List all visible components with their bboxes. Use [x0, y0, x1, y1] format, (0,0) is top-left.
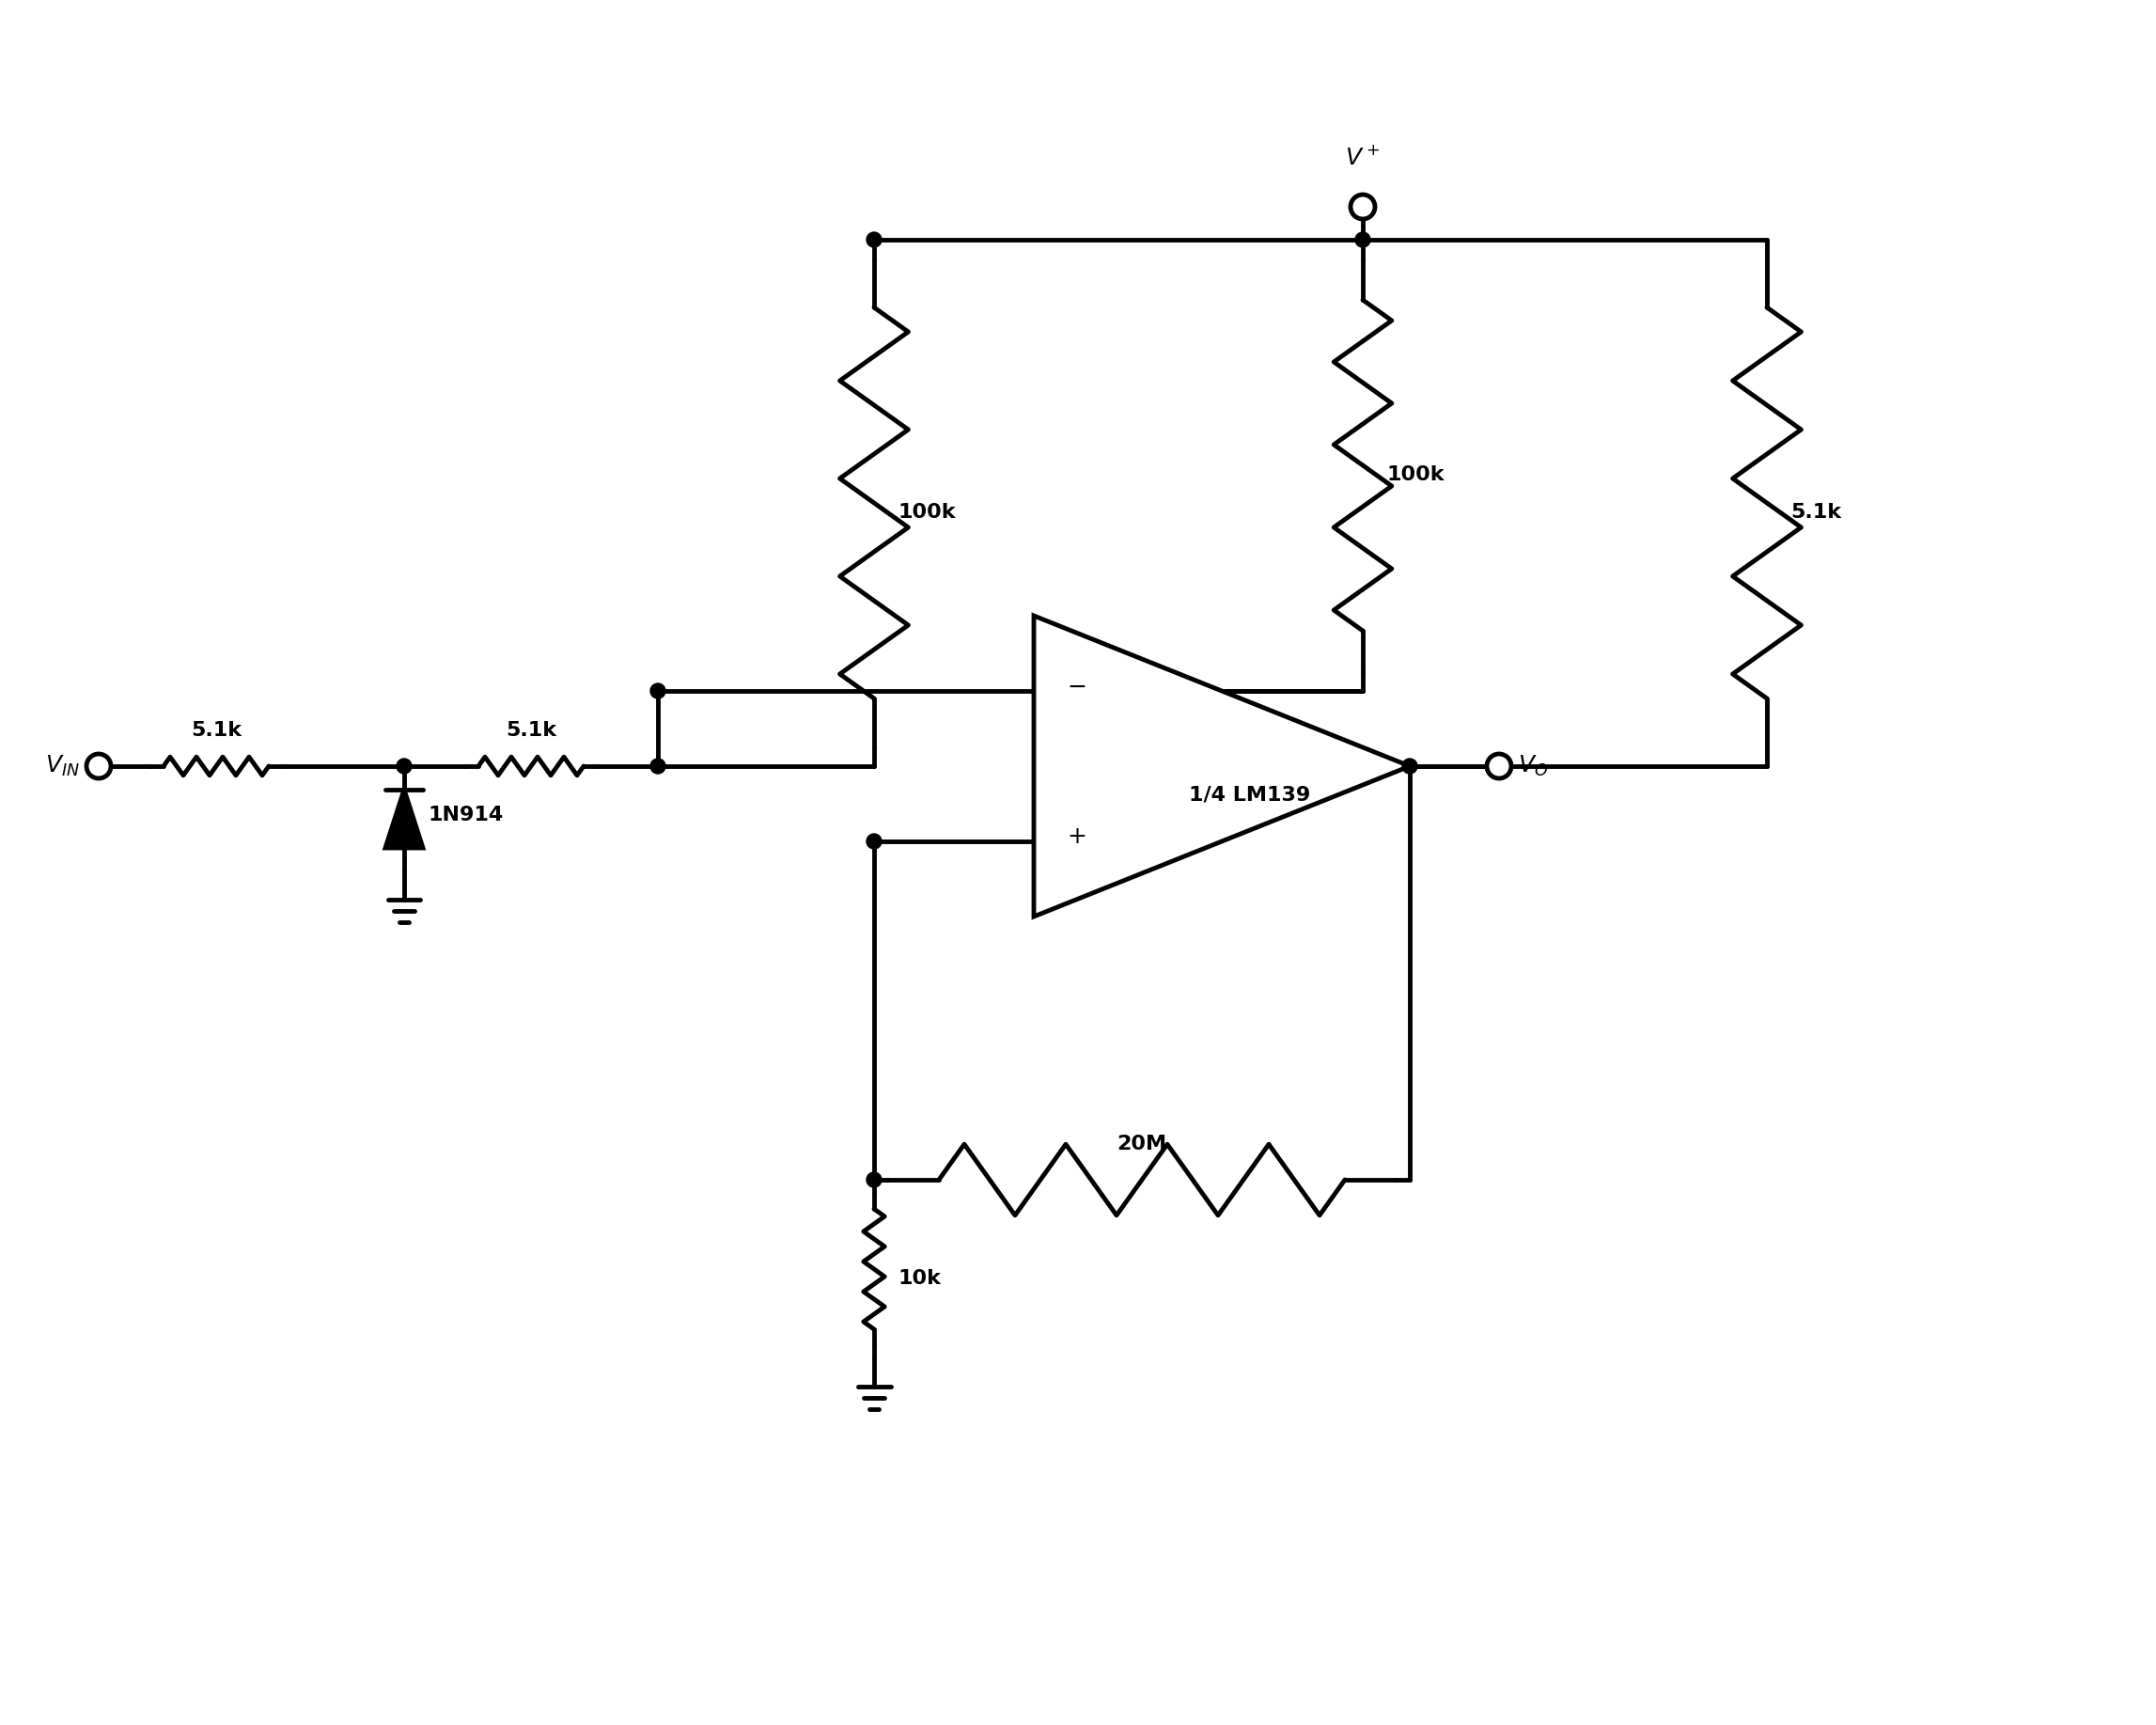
Text: $+$: $+$ [1067, 825, 1087, 849]
Circle shape [867, 233, 882, 247]
Polygon shape [386, 790, 423, 849]
Text: $V^+$: $V^+$ [1345, 145, 1380, 169]
Circle shape [1356, 233, 1371, 247]
Text: $-$: $-$ [1067, 674, 1087, 697]
Text: 10k: 10k [897, 1270, 940, 1289]
Text: 1N914: 1N914 [427, 806, 502, 825]
Circle shape [1350, 195, 1376, 219]
Text: 20M: 20M [1117, 1135, 1166, 1154]
Circle shape [867, 1173, 882, 1187]
Text: 5.1k: 5.1k [507, 721, 556, 740]
Circle shape [1488, 754, 1511, 778]
Text: 100k: 100k [897, 504, 955, 521]
Text: $V_O$: $V_O$ [1518, 754, 1548, 778]
Text: $V_{IN}$: $V_{IN}$ [45, 754, 80, 778]
Circle shape [651, 683, 666, 699]
Text: 5.1k: 5.1k [190, 721, 241, 740]
Text: 1/4 LM139: 1/4 LM139 [1190, 785, 1311, 804]
Circle shape [867, 833, 882, 849]
Polygon shape [1035, 616, 1410, 916]
Circle shape [397, 759, 412, 775]
Circle shape [1401, 759, 1416, 775]
Text: 5.1k: 5.1k [1789, 504, 1841, 521]
Circle shape [651, 759, 666, 775]
Text: 100k: 100k [1386, 466, 1445, 485]
Circle shape [86, 754, 110, 778]
